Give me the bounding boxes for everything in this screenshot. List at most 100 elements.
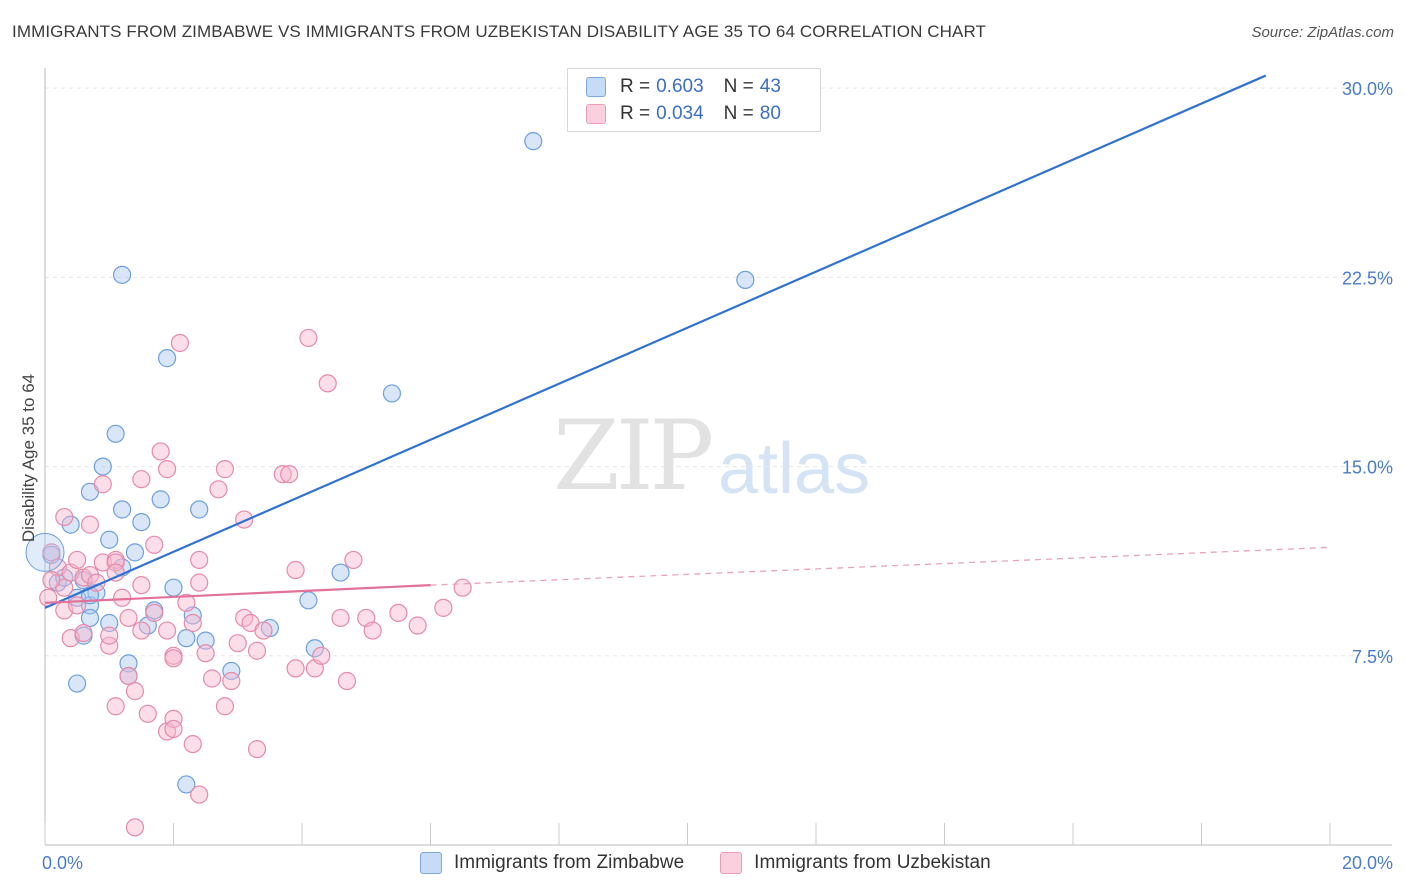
point-uzbekistan [68, 596, 87, 615]
point-uzbekistan [80, 515, 100, 534]
point-uzbekistan [68, 550, 87, 570]
point-zimbabwe [125, 543, 145, 562]
point-uzbekistan [132, 621, 151, 640]
point-uzbekistan [453, 578, 472, 597]
point-zimbabwe [164, 578, 183, 597]
series-legend-uzbekistan: Immigrants from Uzbekistan [720, 852, 991, 874]
point-uzbekistan [157, 621, 177, 640]
point-uzbekistan [202, 669, 222, 688]
series-swatch-uzbekistan [720, 852, 743, 874]
point-zimbabwe [382, 384, 402, 403]
point-uzbekistan [196, 644, 215, 663]
point-uzbekistan [209, 480, 228, 499]
point-zimbabwe [157, 349, 177, 368]
correlation-legend: R = 0.603 N = 43 R = 0.034 N = 80 [567, 68, 821, 132]
point-uzbekistan [93, 475, 112, 494]
series-legend: Immigrants from Zimbabwe Immigrants from… [420, 852, 1027, 874]
point-uzbekistan [363, 621, 382, 640]
point-uzbekistan [145, 603, 164, 623]
point-uzbekistan [222, 671, 241, 691]
point-uzbekistan [299, 328, 318, 348]
point-uzbekistan [42, 543, 61, 562]
legend-n-label: N = [723, 76, 754, 97]
point-zimbabwe [151, 490, 170, 509]
point-zimbabwe-cluster [25, 532, 65, 572]
point-zimbabwe [112, 265, 132, 284]
point-zimbabwe [80, 608, 100, 628]
axes [44, 68, 1392, 846]
tick-labels: 7.5% 15.0% 22.5% 30.0% 0.0% 20.0% [42, 79, 1393, 873]
point-uzbekistan [247, 641, 267, 660]
gridlines [45, 87, 1392, 657]
y-tick-label: 7.5% [1352, 647, 1393, 667]
point-uzbekistan [157, 460, 177, 479]
series-legend-zimbabwe: Immigrants from Zimbabwe [420, 852, 684, 874]
point-zimbabwe [524, 132, 543, 151]
y-tick-label: 30.0% [1342, 79, 1393, 99]
point-uzbekistan [190, 550, 209, 570]
point-uzbekistan [100, 636, 119, 655]
legend-n-label: N = [723, 103, 754, 124]
point-uzbekistan [55, 507, 74, 527]
point-uzbekistan [164, 649, 183, 668]
point-zimbabwe [196, 631, 215, 650]
point-uzbekistan [106, 553, 125, 572]
y-tick-label: 15.0% [1342, 458, 1393, 478]
point-uzbekistan [286, 560, 305, 580]
point-uzbekistan [164, 719, 183, 739]
point-zimbabwe [93, 457, 112, 476]
point-uzbekistan [132, 470, 151, 489]
point-uzbekistan [177, 593, 196, 612]
point-uzbekistan [247, 740, 267, 759]
point-zimbabwe [177, 629, 196, 648]
source-credit: Source: ZipAtlas.com [1251, 24, 1394, 41]
trend-line-uzbekistan [44, 584, 431, 604]
point-uzbekistan [112, 588, 132, 607]
point-uzbekistan [151, 442, 170, 461]
point-zimbabwe [132, 512, 151, 532]
point-uzbekistan [190, 573, 209, 592]
point-uzbekistan [183, 613, 202, 633]
point-uzbekistan [138, 704, 157, 723]
point-uzbekistan [312, 646, 331, 665]
chart-title: IMMIGRANTS FROM ZIMBABWE VS IMMIGRANTS F… [12, 22, 987, 41]
legend-swatch-uzbekistan [586, 104, 606, 124]
series-swatch-zimbabwe [420, 852, 442, 874]
point-uzbekistan [228, 634, 247, 653]
legend-n-value: 80 [759, 103, 781, 124]
point-uzbekistan [80, 565, 100, 585]
legend-r-value: 0.034 [656, 103, 704, 124]
point-uzbekistan [125, 682, 145, 701]
point-uzbekistan [215, 460, 234, 479]
trend-lines [44, 74, 1331, 609]
point-uzbekistan [164, 709, 183, 728]
point-uzbekistan [125, 818, 145, 837]
point-zimbabwe [331, 563, 350, 582]
x-tick-label: 0.0% [42, 853, 83, 873]
legend-swatch-zimbabwe [586, 77, 606, 97]
legend-r-label: R = [620, 76, 651, 97]
point-zimbabwe [305, 639, 324, 658]
point-uzbekistan [170, 333, 190, 353]
point-zimbabwe [736, 270, 755, 290]
point-zimbabwe [119, 654, 138, 673]
legend-r-value: 0.603 [656, 76, 704, 97]
point-uzbekistan [286, 659, 305, 678]
point-uzbekistan [408, 616, 427, 635]
point-uzbekistan [42, 571, 61, 590]
point-zimbabwe [100, 613, 119, 633]
point-zimbabwe [222, 661, 241, 681]
y-tick-label: 22.5% [1342, 268, 1393, 288]
trend-line-uzbekistan-extension [430, 546, 1331, 586]
y-axis-label: Disability Age 35 to 64 [19, 374, 38, 542]
point-uzbekistan [254, 621, 273, 640]
legend-n-value: 43 [759, 76, 781, 97]
point-uzbekistan [100, 626, 119, 645]
trend-line-zimbabwe [44, 74, 1267, 609]
point-uzbekistan [119, 666, 138, 686]
legend-r-label: R = [620, 103, 651, 124]
point-uzbekistan [280, 465, 299, 484]
point-zimbabwe [299, 591, 318, 610]
point-zimbabwe [112, 500, 132, 519]
